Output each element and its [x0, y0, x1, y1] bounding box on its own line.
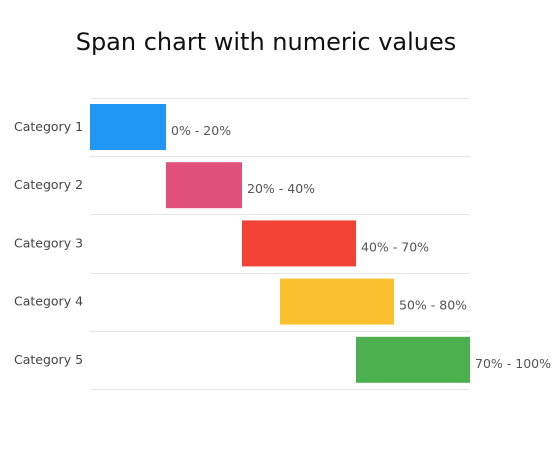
data-label-3: 40% - 70% — [361, 239, 429, 254]
bar-1[interactable] — [90, 104, 166, 150]
data-label-2: 20% - 40% — [247, 181, 315, 196]
bar-4[interactable] — [280, 278, 394, 325]
grid-layer — [90, 98, 470, 390]
bar-5[interactable] — [356, 336, 470, 383]
label-layer: Category 1 0% - 20% Category 2 20% - 40% Cat… — [14, 119, 551, 371]
category-label-4: Category 4 — [14, 294, 83, 309]
chart-title: Span chart with numeric values — [76, 28, 457, 56]
data-label-4: 50% - 80% — [399, 298, 467, 313]
data-label-1: 0% - 20% — [171, 123, 231, 138]
category-label-5: Category 5 — [14, 352, 83, 367]
category-label-3: Category 3 — [14, 235, 83, 250]
category-label-1: Category 1 — [14, 119, 83, 134]
data-label-5: 70% - 100% — [475, 356, 551, 371]
bar-3[interactable] — [242, 220, 356, 267]
category-label-2: Category 2 — [14, 177, 83, 192]
bar-2[interactable] — [166, 162, 242, 209]
bar-layer — [90, 104, 470, 383]
